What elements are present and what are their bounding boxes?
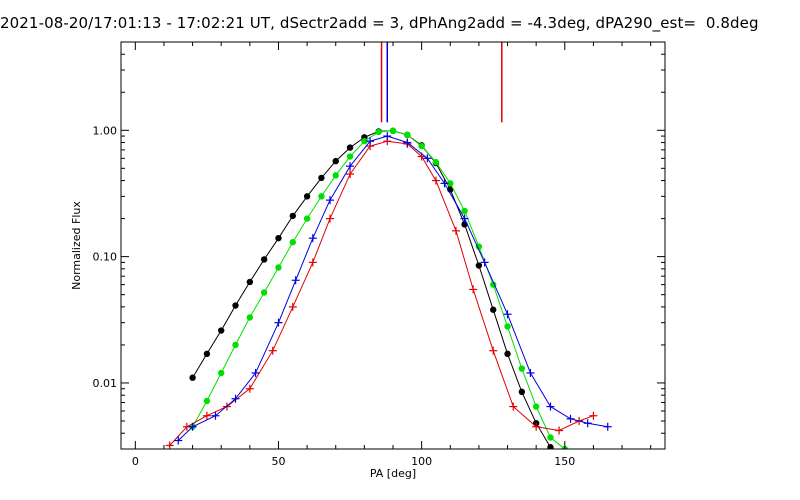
data-point	[509, 402, 518, 411]
data-point	[174, 436, 183, 445]
data-point	[346, 170, 355, 179]
data-point	[308, 234, 317, 243]
y-axis-label: Normalized Flux	[70, 201, 83, 290]
axis-ticks: 0 50 100 150 0.01 0.10 1.00	[93, 41, 665, 468]
data-point	[447, 180, 454, 187]
data-point	[555, 426, 564, 435]
data-point	[526, 368, 535, 377]
x-tick-label: 100	[411, 455, 432, 468]
data-point	[480, 258, 489, 267]
data-point	[288, 302, 297, 311]
data-point	[603, 422, 612, 431]
data-point	[475, 262, 483, 269]
data-point	[389, 127, 397, 135]
data-point	[460, 214, 469, 223]
data-point	[503, 310, 512, 319]
data-point	[275, 234, 282, 242]
data-point	[260, 256, 268, 263]
y-tick-label: 0.10	[93, 251, 118, 264]
data-point	[461, 207, 468, 215]
data-point	[232, 341, 239, 349]
data-point	[451, 226, 460, 235]
x-tick-label: 0	[132, 455, 139, 468]
data-point	[202, 411, 211, 420]
series-line-0	[192, 130, 551, 448]
data-point	[318, 174, 325, 182]
data-point	[547, 444, 554, 449]
data-point	[189, 374, 196, 381]
data-point	[504, 350, 511, 358]
data-point	[326, 214, 335, 223]
data-point	[260, 289, 268, 296]
data-point	[432, 158, 440, 166]
data-point	[346, 144, 354, 151]
x-tick-label: 150	[554, 455, 575, 468]
chart-marks	[165, 42, 612, 449]
chart-title: 2021-08-20/17:01:13 - 17:02:21 UT, dSect…	[0, 14, 759, 32]
data-point	[289, 239, 296, 246]
data-point	[203, 350, 211, 358]
data-point	[332, 157, 339, 165]
data-point	[289, 212, 296, 220]
data-point	[547, 434, 554, 441]
y-tick-label: 0.01	[93, 377, 118, 390]
data-point	[203, 397, 211, 405]
data-point	[268, 346, 277, 355]
data-point	[303, 215, 311, 222]
data-point	[346, 162, 355, 171]
data-point	[418, 142, 425, 150]
data-point	[332, 172, 339, 179]
data-point	[423, 154, 432, 163]
data-point	[518, 365, 526, 372]
data-point	[211, 411, 220, 420]
y-tick-label: 1.00	[93, 124, 118, 137]
data-point	[318, 193, 325, 200]
data-point	[231, 394, 240, 403]
data-point	[275, 264, 282, 271]
data-point	[291, 276, 300, 285]
data-point	[546, 402, 555, 411]
data-point	[566, 414, 575, 423]
data-point	[165, 441, 174, 449]
data-point	[404, 131, 411, 139]
data-point	[218, 327, 225, 334]
plot-area	[165, 42, 612, 449]
x-axis-label: PA [deg]	[370, 467, 416, 480]
data-point	[403, 138, 412, 147]
data-point	[245, 384, 254, 393]
data-point	[383, 132, 392, 141]
data-point	[366, 137, 375, 146]
series-line-1	[192, 130, 566, 449]
data-point	[532, 403, 540, 410]
data-point	[589, 411, 598, 420]
data-point	[475, 243, 483, 250]
data-point	[308, 258, 317, 267]
data-point	[246, 314, 254, 321]
data-point	[361, 137, 368, 145]
data-point	[251, 368, 260, 377]
data-point	[246, 278, 254, 286]
data-point	[218, 369, 225, 377]
x-tick-label: 50	[271, 455, 285, 468]
data-point	[489, 346, 498, 355]
data-point	[532, 422, 541, 431]
data-point	[188, 422, 197, 431]
data-point	[232, 302, 239, 309]
data-point	[303, 193, 311, 200]
data-point	[431, 176, 440, 185]
data-point	[504, 323, 511, 330]
plot-frame	[120, 41, 666, 450]
data-point	[346, 153, 354, 160]
data-point	[274, 318, 283, 327]
series-line-2	[169, 140, 594, 446]
data-point	[490, 306, 497, 313]
data-point	[583, 419, 592, 428]
data-point	[469, 285, 478, 294]
data-point	[375, 128, 382, 136]
data-point	[518, 388, 526, 396]
data-point	[440, 179, 449, 188]
data-point	[326, 196, 335, 205]
